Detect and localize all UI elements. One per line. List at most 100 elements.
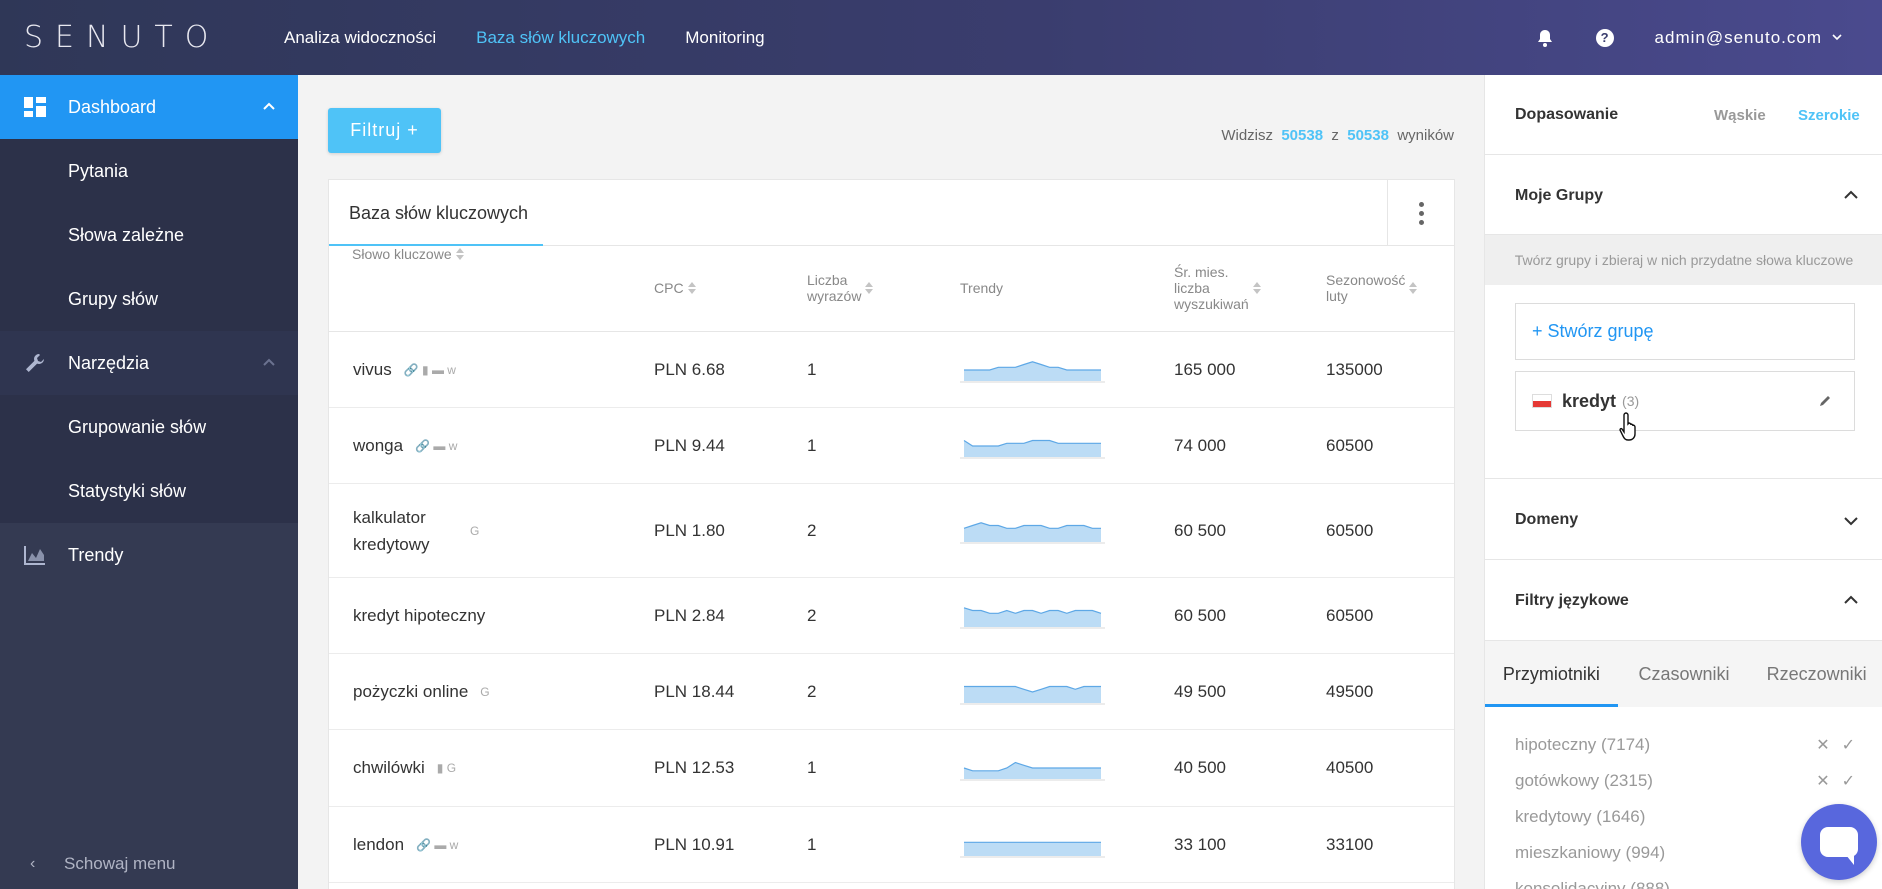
sidebar-item-pytania[interactable]: Pytania [0, 139, 298, 203]
create-group-button[interactable]: + Stwórz grupę [1515, 303, 1855, 360]
keyword-text[interactable]: wonga [353, 435, 404, 455]
lang-filters-header[interactable]: Filtry językowe [1485, 560, 1882, 641]
sparkline-area [964, 762, 1101, 779]
nav-baza-slow-kluczowych[interactable]: Baza słów kluczowych [476, 27, 646, 47]
avg-searches-value: 165 000 [1174, 359, 1236, 379]
table-row[interactable]: vivus 🔗 ▮ ▬ w PLN 6.68 1 165 000 135000 [329, 332, 1454, 408]
seasonality-value: 60500 [1326, 605, 1374, 625]
table-row[interactable]: wonga 🔗 ▬ w PLN 9.44 1 74 000 60500 [329, 408, 1454, 484]
sidebar-item-statystyki-slow[interactable]: Statystyki słów [0, 459, 298, 523]
sparkline-line [964, 360, 1101, 371]
adjective-item[interactable]: konsolidacyjny (888) [1515, 879, 1670, 889]
col-cpc[interactable]: CPC [654, 280, 696, 296]
sort-icon [865, 282, 874, 294]
sparkline-area [964, 607, 1101, 627]
sidebar-item-narzedzia[interactable]: Narzędzia [0, 331, 298, 395]
groups-title: Moje Grupy [1515, 187, 1604, 204]
trend-sparkline [960, 841, 1105, 857]
col-seasonality[interactable]: Sezonowość luty [1326, 272, 1418, 304]
group-count: (3) [1622, 393, 1640, 409]
tab-przymiotniki[interactable]: Przymiotniki [1485, 641, 1618, 707]
table-row[interactable]: chwilówki ▮ G PLN 12.53 1 40 500 40500 [329, 730, 1454, 807]
keyword-text[interactable]: kredyt hipoteczny [353, 605, 486, 625]
hide-menu-button[interactable]: ‹ Schowaj menu [0, 839, 298, 889]
tab-underline [329, 244, 543, 246]
adjective-item[interactable]: hipoteczny (7174) ✕ ✓ [1515, 735, 1855, 754]
sidebar-item-dashboard[interactable]: Dashboard [0, 75, 298, 139]
sidebar-item-slowa-zalezne[interactable]: Słowa zależne [0, 203, 298, 267]
close-icon[interactable]: ✕ [1816, 773, 1830, 790]
check-icon[interactable]: ✓ [1841, 737, 1855, 754]
help-icon[interactable]: ? [1595, 28, 1615, 48]
keyword-text[interactable]: lendon [353, 834, 405, 854]
sparkline-area [964, 522, 1101, 542]
adjective-item[interactable]: mieszkaniowy (994) [1515, 843, 1666, 862]
keyword-text[interactable]: vivus [353, 359, 392, 379]
trend-sparkline [960, 521, 1105, 543]
close-icon[interactable]: ✕ [1816, 737, 1830, 754]
sparkline-area [964, 841, 1101, 856]
nav-analiza-widocznosci[interactable]: Analiza widoczności [284, 27, 437, 47]
table-row[interactable]: kredyt hipoteczny PLN 2.84 2 60 500 6050… [329, 578, 1454, 654]
group-item-kredyt[interactable]: kredyt (3) [1515, 371, 1855, 431]
col-keyword[interactable]: Słowo kluczowe [352, 246, 464, 262]
adjective-item[interactable]: gotówkowy (2315) ✕ ✓ [1515, 771, 1855, 790]
table-menu-button[interactable] [1387, 180, 1454, 246]
table-row[interactable]: pożyczki online G PLN 18.44 2 49 500 4950… [329, 654, 1454, 730]
words-value: 2 [807, 605, 817, 625]
sparkline-line [963, 521, 1101, 529]
sidebar-item-grupowanie-slow[interactable]: Grupowanie słów [0, 395, 298, 459]
tab-rzeczowniki[interactable]: Rzeczowniki [1766, 663, 1867, 684]
lang-tabs: Przymiotniki Czasowniki Rzeczowniki [1485, 641, 1882, 707]
fit-narrow-option[interactable]: Wąskie [1714, 107, 1766, 124]
chevron-up-icon [263, 102, 275, 110]
poland-flag-icon [1532, 394, 1552, 408]
fit-wide-option[interactable]: Szerokie [1798, 107, 1860, 124]
groups-header[interactable]: Moje Grupy [1485, 155, 1882, 235]
avg-searches-value: 40 500 [1174, 758, 1226, 777]
sparkline-line [963, 606, 1102, 614]
sort-icon [687, 282, 696, 294]
words-value: 1 [807, 435, 817, 455]
user-menu[interactable]: admin@senuto.com [1655, 28, 1842, 48]
user-email: admin@senuto.com [1654, 27, 1822, 47]
keyword-text[interactable]: pożyczki online [353, 681, 469, 701]
sparkline-line [963, 761, 1101, 772]
groups-body: Twórz grupy i zbieraj w nich przydatne s… [1485, 235, 1882, 479]
nav-monitoring[interactable]: Monitoring [685, 27, 765, 47]
words-value: 1 [807, 758, 817, 777]
cpc-value: PLN 18.44 [654, 681, 735, 701]
avg-searches-value: 74 000 [1174, 435, 1226, 455]
keyword-source-icons: 🔗 ▬ w [415, 438, 458, 453]
col-trends: Trendy [960, 280, 1004, 296]
keyword-text[interactable]: kalkulator kredytowy [353, 507, 430, 554]
cpc-value: PLN 10.91 [654, 834, 735, 854]
trend-icon [24, 546, 45, 565]
table-row[interactable]: kalkulator kredytowy G PLN 1.80 2 60 500 … [329, 484, 1454, 578]
sidebar-item-trendy[interactable]: Trendy [0, 523, 298, 587]
tab-baza-slow-kluczowych[interactable]: Baza słów kluczowych [349, 202, 529, 223]
domains-header[interactable]: Domeny [1485, 479, 1882, 560]
sidebar-item-grupy-slow[interactable]: Grupy słów [0, 267, 298, 331]
chat-button[interactable] [1801, 804, 1877, 880]
senuto-logo[interactable]: SENUTO [24, 19, 221, 55]
filter-button[interactable]: Filtruj + [328, 108, 441, 153]
cpc-value: PLN 6.68 [654, 359, 725, 379]
bell-icon[interactable] [1535, 28, 1555, 48]
sidebar-item-label: Słowa zależne [68, 224, 185, 245]
col-words[interactable]: Liczba wyrazów [807, 272, 874, 304]
seasonality-value: 33100 [1326, 834, 1374, 854]
tab-czasowniki[interactable]: Czasowniki [1638, 663, 1730, 684]
pencil-icon[interactable] [1818, 394, 1832, 408]
adjective-item[interactable]: kredytowy (1646) [1515, 807, 1646, 826]
keyword-source-icons: 🔗 ▬ w [416, 837, 459, 852]
table-row[interactable]: lendon 🔗 ▬ w PLN 10.91 1 33 100 33100 [329, 807, 1454, 883]
col-avg-searches[interactable]: Śr. mies. liczba wyszukiwań [1174, 264, 1261, 312]
avg-searches-value: 60 500 [1174, 605, 1226, 625]
sort-icon [1409, 282, 1418, 294]
keyword-text[interactable]: chwilówki [353, 758, 425, 777]
chevron-down-icon [1832, 34, 1842, 41]
cpc-value: PLN 1.80 [654, 520, 725, 540]
check-icon[interactable]: ✓ [1841, 773, 1855, 790]
sidebar-item-label: Narzędzia [68, 352, 150, 373]
